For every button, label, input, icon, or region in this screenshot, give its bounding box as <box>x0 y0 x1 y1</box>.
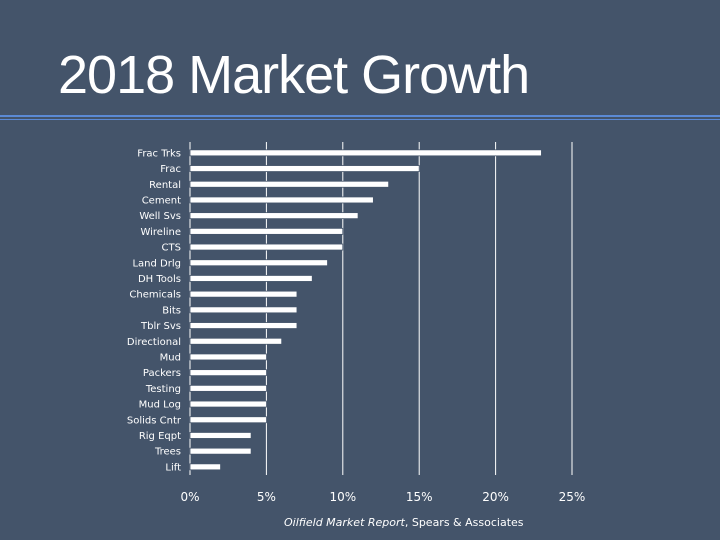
bar <box>189 432 252 439</box>
bar <box>189 416 267 424</box>
category-label: CTS <box>162 243 181 254</box>
category-label: Frac Trks <box>137 148 181 159</box>
source-report-name: Oilfield Market Report <box>284 516 405 529</box>
bar <box>189 337 283 345</box>
category-label: Trees <box>154 447 181 458</box>
bar <box>189 290 298 298</box>
category-label: Frac <box>160 164 181 175</box>
bar <box>189 196 374 204</box>
bar <box>189 165 420 172</box>
bar <box>189 369 267 377</box>
category-label: Lift <box>165 462 181 473</box>
bar <box>189 180 390 188</box>
category-label: Well Svs <box>139 211 181 222</box>
category-label: Mud Log <box>139 400 181 411</box>
bar <box>189 243 344 251</box>
bar <box>189 400 267 408</box>
category-label: Bits <box>162 305 181 316</box>
bar <box>189 212 359 220</box>
category-label: Land Drlg <box>132 258 181 269</box>
bar <box>189 227 344 235</box>
category-label: Solids Cntr <box>127 415 182 426</box>
source-publisher: , Spears & Associates <box>404 516 524 529</box>
x-tick-label: 5% <box>257 490 276 504</box>
bar <box>189 447 252 455</box>
bar <box>189 259 328 267</box>
bar <box>189 463 221 471</box>
slide-title: 2018 Market Growth <box>58 45 530 105</box>
title-rule-upper <box>0 115 720 117</box>
category-label: Mud <box>160 352 181 363</box>
bar <box>189 322 298 329</box>
category-label: Rig Eqpt <box>139 431 181 442</box>
category-label: Packers <box>143 368 181 379</box>
x-tick-label: 15% <box>406 490 433 504</box>
bar <box>189 353 267 361</box>
x-tick-label: 25% <box>559 490 586 504</box>
bar <box>189 384 267 392</box>
title-rule-lower <box>0 119 720 120</box>
category-label: Cement <box>142 195 181 206</box>
bar <box>189 149 542 157</box>
category-label: Rental <box>149 180 181 191</box>
x-tick-label: 10% <box>329 490 356 504</box>
category-label: Wireline <box>140 227 181 238</box>
source-caption: Oilfield Market Report, Spears & Associa… <box>284 516 524 529</box>
category-label: Chemicals <box>129 290 181 301</box>
category-label: DH Tools <box>138 274 181 285</box>
category-label: Tblr Svs <box>140 321 181 332</box>
category-label: Directional <box>127 337 181 348</box>
x-tick-label: 20% <box>482 490 509 504</box>
category-label: Testing <box>145 384 181 395</box>
bar <box>189 306 298 314</box>
bar <box>189 275 313 282</box>
x-tick-label: 0% <box>180 490 199 504</box>
